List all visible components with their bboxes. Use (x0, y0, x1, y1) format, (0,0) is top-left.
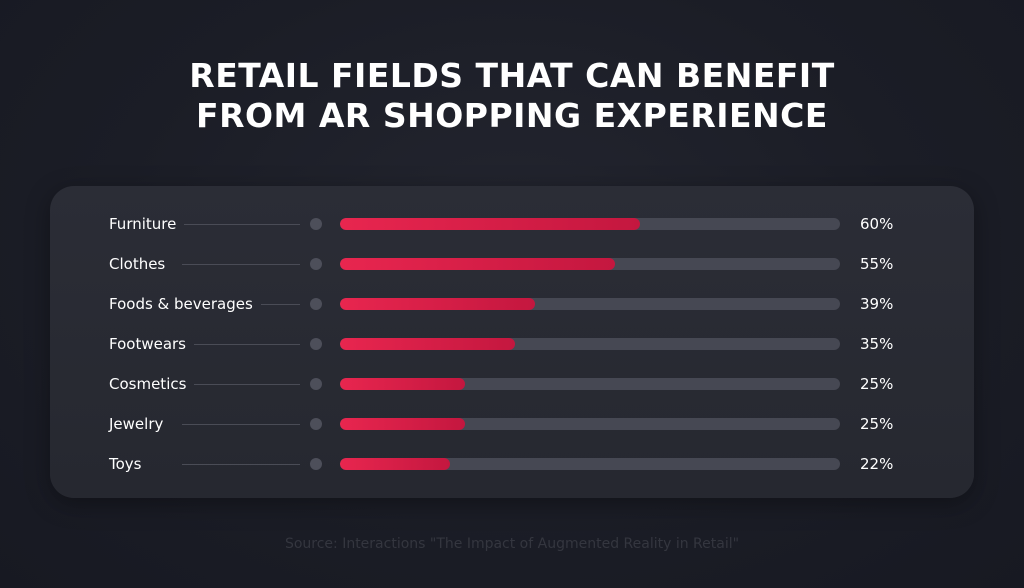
leader-line (194, 384, 300, 385)
bar-track (340, 378, 840, 390)
row-dot (310, 338, 322, 350)
category-label: Foods & beverages (109, 295, 253, 313)
row-dot (310, 458, 322, 470)
bar-row: Jewelry 25% (50, 414, 974, 434)
leader-line (182, 464, 300, 465)
bar-row: Toys 22% (50, 454, 974, 474)
bar-row: Foods & beverages 39% (50, 294, 974, 314)
leader-line (184, 224, 300, 225)
leader-line (182, 264, 300, 265)
bar-track (340, 258, 840, 270)
row-dot (310, 418, 322, 430)
value-label: 25% (860, 375, 894, 393)
bar-row: Footwears 35% (50, 334, 974, 354)
category-label: Jewelry (109, 415, 164, 433)
leader-line (261, 304, 300, 305)
bar-fill (340, 378, 465, 390)
leader-line (182, 424, 300, 425)
bar-track (340, 218, 840, 230)
category-label: Cosmetics (109, 375, 187, 393)
chart-title-line-2: FROM AR SHOPPING EXPERIENCE (196, 96, 828, 135)
chart-panel: Furniture 60% Clothes 55% Foods & beverages 3… (50, 186, 974, 498)
bar-fill (340, 418, 465, 430)
bar-row: Furniture 60% (50, 214, 974, 234)
bar-fill (340, 218, 640, 230)
category-label: Toys (109, 455, 142, 473)
row-dot (310, 218, 322, 230)
source-note: Source: Interactions "The Impact of Augm… (284, 536, 740, 552)
value-label: 25% (860, 415, 894, 433)
leader-line (194, 344, 300, 345)
bar-fill (340, 338, 515, 350)
chart-title: RETAIL FIELDS THAT CAN BENEFIT FROM AR S… (0, 56, 1024, 136)
bar-track (340, 458, 840, 470)
bar-track (340, 418, 840, 430)
bar-fill (340, 298, 535, 310)
value-label: 60% (860, 215, 894, 233)
value-label: 55% (860, 255, 894, 273)
value-label: 39% (860, 295, 894, 313)
category-label: Clothes (109, 255, 166, 273)
category-label: Footwears (109, 335, 186, 353)
value-label: 22% (860, 455, 894, 473)
row-dot (310, 298, 322, 310)
value-label: 35% (860, 335, 894, 353)
bar-fill (340, 458, 450, 470)
bar-track (340, 298, 840, 310)
row-dot (310, 378, 322, 390)
category-label: Furniture (109, 215, 177, 233)
row-dot (310, 258, 322, 270)
chart-title-line-1: RETAIL FIELDS THAT CAN BENEFIT (189, 56, 835, 95)
bar-fill (340, 258, 615, 270)
bar-track (340, 338, 840, 350)
bar-row: Cosmetics 25% (50, 374, 974, 394)
bar-row: Clothes 55% (50, 254, 974, 274)
